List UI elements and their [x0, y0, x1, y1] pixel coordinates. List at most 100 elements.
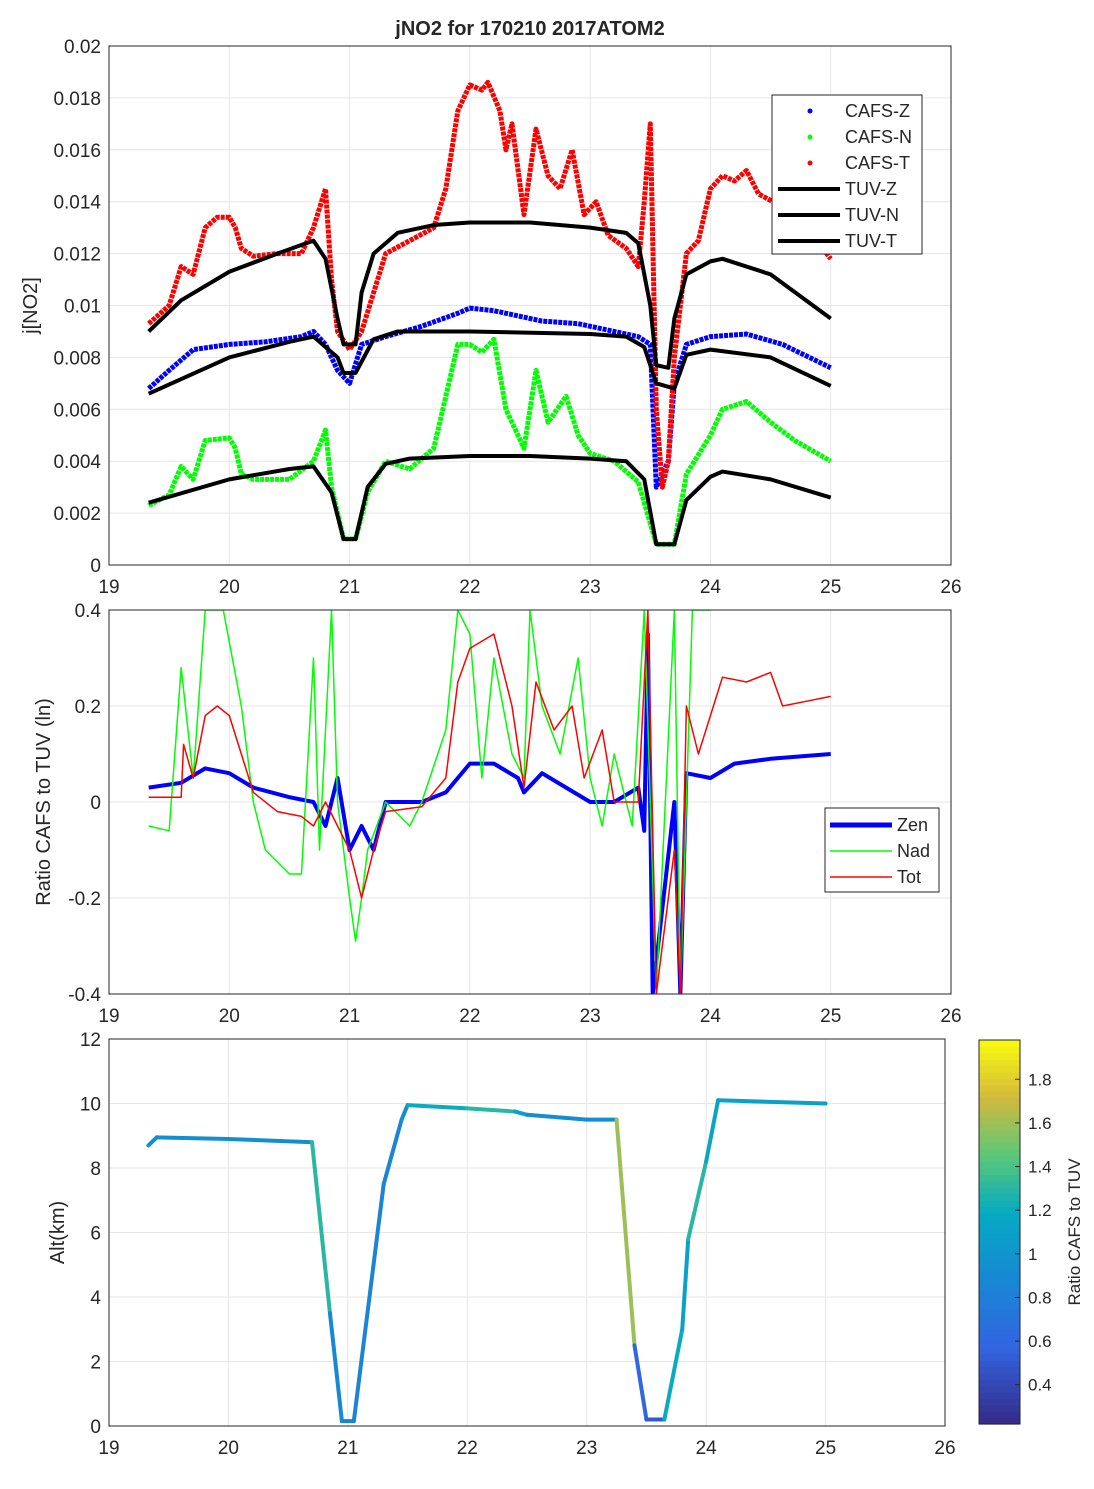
x-tick-label: 20: [219, 577, 240, 598]
colorbar-swatch: [979, 1257, 1020, 1265]
colorbar-tick-label: 0.4: [1028, 1376, 1052, 1395]
legend-label: TUV-T: [845, 231, 897, 251]
colorbar-swatch: [979, 1174, 1020, 1182]
series-tuv-n: [148, 454, 832, 547]
legend-marker: [807, 134, 813, 140]
altitude-segment: [686, 1159, 709, 1241]
colorbar-swatch: [979, 1219, 1020, 1227]
y-tick-label: 8: [90, 1159, 101, 1180]
legend: CAFS-Z CAFS-N CAFS-T TUV-Z TUV-N TUV-T: [771, 94, 923, 255]
series-tuv-t: [147, 220, 832, 370]
colorbar-swatch: [979, 1404, 1020, 1412]
colorbar-tick-label: 0.6: [1028, 1332, 1052, 1351]
x-tick-label: 19: [98, 577, 119, 598]
colorbar-tick-label: 0.8: [1028, 1288, 1052, 1307]
colorbar-swatch: [979, 1340, 1020, 1348]
x-tick-label: 26: [940, 577, 961, 598]
y-tick-label: 0.2: [75, 697, 101, 718]
colorbar-swatch: [979, 1104, 1020, 1111]
y-tick-label: 0.008: [53, 348, 101, 369]
colorbar-swatch: [979, 1411, 1020, 1419]
colorbar-swatch: [979, 1334, 1020, 1342]
x-tick-label: 21: [337, 1438, 358, 1459]
colorbar-swatch: [979, 1116, 1020, 1124]
y-tick-label: 0.4: [75, 601, 102, 622]
legend-marker: [807, 160, 813, 166]
altitude-segment: [513, 1109, 529, 1117]
y-tick-label: 0.016: [53, 141, 101, 162]
colorbar-swatch: [979, 1193, 1020, 1201]
y-tick-label: 6: [90, 1224, 101, 1245]
colorbar-swatch: [979, 1078, 1020, 1086]
legend-label: Tot: [897, 867, 921, 887]
colorbar-swatch: [979, 1168, 1020, 1175]
altitude-segment: [632, 1343, 649, 1422]
colorbar-swatch: [979, 1180, 1020, 1188]
colorbar-swatch: [979, 1328, 1020, 1335]
altitude-segment: [310, 1140, 332, 1316]
colorbar-swatch: [979, 1065, 1020, 1073]
altitude-segment: [662, 1327, 685, 1422]
x-tick-label: 22: [459, 1006, 480, 1027]
y-tick-label: 10: [80, 1095, 101, 1116]
series-tuv-z: [147, 329, 832, 396]
x-tick-label: 23: [576, 1438, 597, 1459]
y-tick-label: 0.004: [53, 452, 101, 473]
colorbar-swatch: [979, 1072, 1020, 1079]
series-layer: [147, 79, 833, 547]
colorbar-label: Ratio CAFS to TUV: [1065, 1158, 1084, 1306]
colorbar-swatch: [979, 1040, 1020, 1047]
altitude-segment: [399, 1103, 410, 1122]
y-tick-label: -0.4: [68, 985, 101, 1006]
colorbar-swatch: [979, 1187, 1020, 1195]
colorbar-swatch: [979, 1379, 1020, 1387]
x-tick-label: 26: [940, 1006, 961, 1027]
colorbar-swatch: [979, 1251, 1020, 1259]
colorbar-swatch: [979, 1296, 1020, 1303]
colorbar-swatch: [979, 1392, 1020, 1399]
x-tick-label: 21: [339, 577, 360, 598]
colorbar-swatch: [979, 1225, 1020, 1233]
colorbar-frame: [978, 1039, 1021, 1425]
colorbar-tick-label: 1.2: [1028, 1201, 1052, 1220]
colorbar-swatch: [979, 1417, 1020, 1425]
x-tick-label: 23: [580, 1006, 601, 1027]
colorbar-swatch: [979, 1091, 1020, 1099]
legend-label: CAFS-Z: [845, 101, 910, 121]
series-cafs-t: [147, 79, 833, 490]
colorbar-swatch: [979, 1046, 1020, 1054]
altitude-segment: [704, 1098, 721, 1164]
colorbar-swatch: [979, 1366, 1020, 1374]
series-tot: [148, 610, 831, 994]
colorbar-swatch: [979, 1353, 1020, 1361]
series-cafs-z: [147, 305, 832, 490]
colorbar-swatch: [979, 1244, 1020, 1252]
colorbar-tick-label: 1.6: [1028, 1114, 1052, 1133]
colorbar-swatch: [979, 1264, 1020, 1271]
altitude-segment: [154, 1135, 231, 1141]
colorbar-swatch: [979, 1302, 1020, 1310]
colorbar-tick-label: 1.4: [1028, 1158, 1052, 1177]
legend-label: Nad: [897, 841, 930, 861]
colorbar-swatch: [979, 1123, 1020, 1131]
x-tick-label: 19: [98, 1438, 119, 1459]
y-tick-label: 0: [90, 1417, 101, 1438]
y-tick-label: 0.01: [64, 297, 101, 318]
colorbar-swatch: [979, 1308, 1020, 1316]
series-layer: [146, 1098, 828, 1424]
y-tick-label: 0.018: [53, 89, 101, 110]
x-tick-label: 24: [696, 1438, 718, 1459]
colorbar-swatch: [979, 1052, 1020, 1060]
legend-label: Zen: [897, 815, 928, 835]
colorbar-swatch: [979, 1200, 1020, 1207]
colorbar-swatch: [979, 1238, 1020, 1246]
x-tick-label: 21: [339, 1006, 360, 1027]
colorbar-swatch: [979, 1385, 1020, 1393]
colorbar-swatch: [979, 1059, 1020, 1067]
y-tick-label: 0.02: [64, 37, 101, 58]
altitude-segment: [525, 1112, 589, 1122]
legend-marker: [807, 108, 813, 114]
colorbar-tick-label: 1: [1028, 1245, 1037, 1264]
